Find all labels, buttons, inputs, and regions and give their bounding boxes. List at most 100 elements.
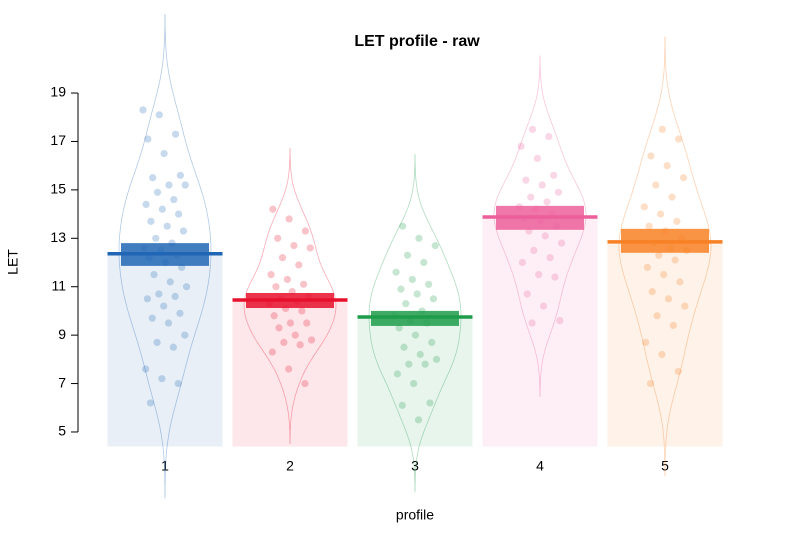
data-point xyxy=(421,360,429,368)
data-point xyxy=(533,154,541,162)
data-point xyxy=(405,360,413,368)
data-point xyxy=(543,198,551,206)
data-point xyxy=(528,319,536,327)
violin xyxy=(493,55,587,397)
data-point xyxy=(142,365,150,373)
data-point xyxy=(267,271,275,279)
data-point xyxy=(673,217,681,225)
data-point xyxy=(147,217,155,225)
y-tick-label: 17 xyxy=(50,132,66,148)
data-point xyxy=(181,331,189,339)
data-point xyxy=(155,111,163,119)
data-point xyxy=(296,341,304,349)
data-point xyxy=(164,319,173,327)
data-point xyxy=(403,251,412,259)
data-point xyxy=(539,302,548,310)
data-point xyxy=(400,343,408,351)
y-tick-label: 11 xyxy=(51,277,66,293)
data-point xyxy=(160,302,168,310)
data-point xyxy=(285,215,293,223)
violin xyxy=(118,14,212,499)
data-point xyxy=(523,290,531,298)
data-point xyxy=(658,125,666,133)
y-tick-label: 7 xyxy=(58,374,66,390)
data-point xyxy=(538,181,546,189)
bar xyxy=(107,253,223,447)
data-point xyxy=(170,195,178,204)
data-point xyxy=(158,205,166,213)
data-point xyxy=(557,239,566,247)
bar xyxy=(357,316,473,447)
data-point xyxy=(397,285,405,293)
bar xyxy=(482,216,598,447)
data-point xyxy=(410,379,418,388)
data-point xyxy=(681,302,689,310)
data-point xyxy=(171,292,179,300)
y-tick-label: 13 xyxy=(50,229,66,245)
data-point xyxy=(648,287,656,296)
violin xyxy=(243,148,337,445)
data-point xyxy=(658,350,666,359)
data-point xyxy=(142,200,150,208)
data-point xyxy=(291,331,299,339)
data-point xyxy=(144,135,152,143)
data-point xyxy=(306,244,314,252)
data-point xyxy=(153,188,162,196)
data-point xyxy=(675,135,683,143)
y-tick-label: 9 xyxy=(58,326,66,342)
data-point xyxy=(517,142,525,150)
data-point xyxy=(408,275,416,284)
bar xyxy=(607,241,723,447)
data-point xyxy=(175,210,183,218)
data-point xyxy=(413,290,421,298)
data-point xyxy=(652,181,660,189)
data-point xyxy=(300,280,308,288)
data-point xyxy=(674,367,682,376)
data-point xyxy=(527,193,535,201)
data-point xyxy=(268,348,276,356)
data-point xyxy=(429,295,438,303)
data-point xyxy=(426,399,434,407)
data-point xyxy=(395,324,403,332)
data-point xyxy=(275,324,283,332)
data-point xyxy=(290,241,298,250)
data-point xyxy=(679,174,688,182)
data-point xyxy=(668,193,676,201)
data-point xyxy=(152,234,160,242)
data-point xyxy=(414,416,423,424)
data-point xyxy=(416,350,424,359)
data-point xyxy=(399,222,407,230)
data-point xyxy=(174,379,182,388)
data-point xyxy=(166,278,174,286)
data-point xyxy=(301,379,309,388)
data-point xyxy=(295,261,303,269)
y-tick-label: 5 xyxy=(58,423,66,439)
data-point xyxy=(415,234,423,242)
data-point xyxy=(149,174,157,182)
data-point xyxy=(393,370,401,378)
data-point xyxy=(280,338,288,346)
data-point xyxy=(160,149,168,158)
data-point xyxy=(182,283,191,291)
data-point xyxy=(428,338,436,346)
y-tick-label: 15 xyxy=(50,181,66,197)
violin xyxy=(618,36,712,476)
y-tick-label: 19 xyxy=(50,84,66,100)
x-tick-label: 4 xyxy=(536,458,544,474)
data-point xyxy=(643,263,652,271)
data-point xyxy=(286,319,295,327)
data-point xyxy=(411,331,420,339)
data-point xyxy=(179,227,188,235)
data-point xyxy=(676,278,684,286)
data-point xyxy=(640,203,648,211)
data-point xyxy=(269,205,277,213)
data-point xyxy=(285,365,293,373)
x-tick-label: 2 xyxy=(286,458,294,474)
data-point xyxy=(646,379,655,388)
data-point xyxy=(647,152,655,160)
data-point xyxy=(163,222,171,230)
data-point xyxy=(301,227,309,235)
data-point xyxy=(150,271,158,279)
